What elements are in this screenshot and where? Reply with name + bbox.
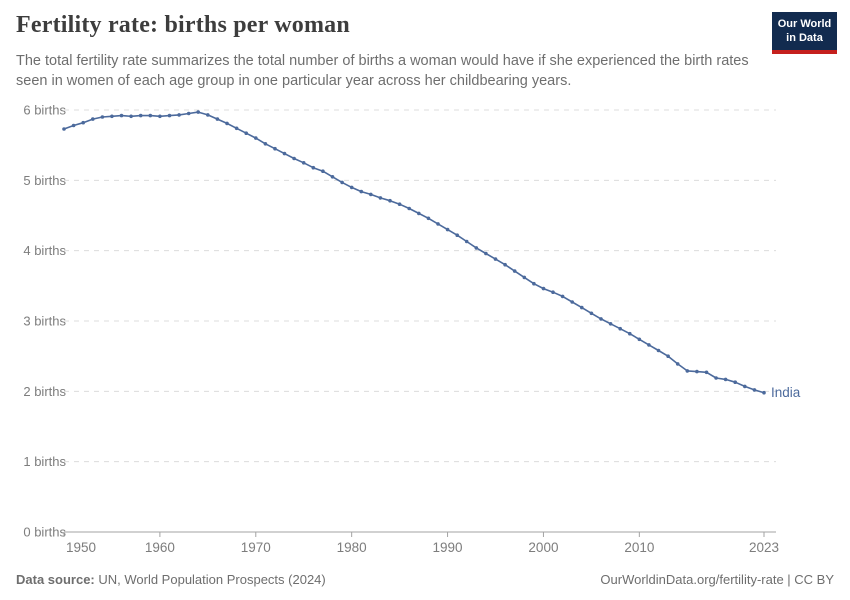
- series-end-label[interactable]: India: [771, 385, 801, 400]
- owid-logo-box: Our World in Data: [772, 12, 837, 50]
- data-source-text: UN, World Population Prospects (2024): [94, 572, 326, 587]
- chart-footer: Data source: UN, World Population Prospe…: [16, 572, 834, 587]
- y-axis-tick-label: 4 births: [23, 243, 66, 258]
- data-source-label: Data source:: [16, 572, 95, 587]
- y-axis-tick-label: 6 births: [23, 103, 66, 118]
- owid-logo-line2: in Data: [786, 32, 823, 45]
- owid-logo[interactable]: Our World in Data: [772, 12, 837, 54]
- y-axis-tick-label: 3 births: [23, 314, 66, 329]
- y-axis-tick-label: 5 births: [23, 173, 66, 188]
- x-axis-tick-label: 1970: [241, 540, 271, 555]
- data-source: Data source: UN, World Population Prospe…: [16, 572, 326, 587]
- y-axis-tick-label: 0 births: [23, 525, 66, 540]
- x-axis-tick-label: 2000: [528, 540, 558, 555]
- page-title: Fertility rate: births per woman: [16, 12, 350, 38]
- x-axis-tick-label: 2023: [749, 540, 779, 555]
- footer-link[interactable]: OurWorldinData.org/fertility-rate | CC B…: [600, 572, 834, 587]
- x-axis-tick-label: 1980: [337, 540, 367, 555]
- y-axis-tick-label: 2 births: [23, 384, 66, 399]
- x-axis-tick-label: 1960: [145, 540, 175, 555]
- india-line[interactable]: [63, 111, 765, 394]
- x-axis-tick-label: 2010: [624, 540, 654, 555]
- owid-logo-red-bar: [772, 49, 837, 54]
- owid-logo-line1: Our World: [777, 18, 832, 30]
- x-axis-tick-label: 1990: [433, 540, 463, 555]
- y-axis-tick-label: 1 births: [23, 454, 66, 469]
- chart-subtitle: The total fertility rate summarizes the …: [16, 53, 749, 89]
- x-axis-tick-label: 1950: [66, 540, 96, 555]
